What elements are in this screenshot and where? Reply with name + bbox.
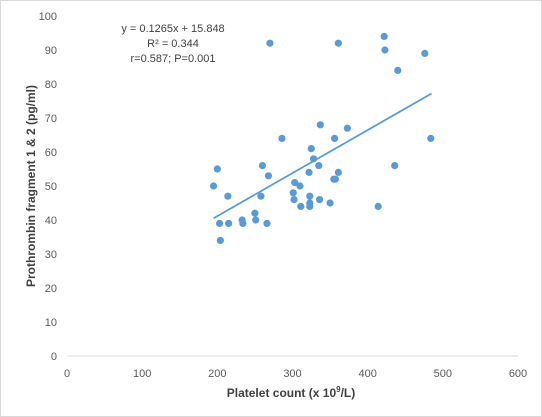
y-tick-label: 70: [45, 113, 57, 125]
data-point: [263, 219, 271, 227]
y-tick-label: 20: [45, 283, 57, 295]
data-point: [257, 192, 265, 200]
x-tick-label: 300: [283, 368, 301, 380]
data-point: [330, 134, 339, 142]
data-point: [297, 202, 305, 210]
y-tick-label: 100: [39, 11, 57, 23]
data-point: [215, 219, 224, 227]
data-point: [315, 162, 323, 170]
x-tick-label: 500: [434, 368, 452, 380]
data-point: [331, 175, 339, 183]
y-axis-title: Prothrombin fragment 1 & 2 (pg/ml): [24, 85, 38, 287]
data-point: [209, 182, 218, 190]
data-point: [224, 192, 232, 200]
data-point: [266, 39, 274, 47]
data-point: [289, 189, 297, 197]
data-point: [380, 32, 388, 40]
x-tick-label: 0: [64, 368, 70, 380]
y-tick-label: 10: [45, 317, 57, 329]
data-point: [252, 216, 260, 224]
data-point: [278, 134, 286, 142]
y-tick-label: 60: [45, 147, 57, 159]
y-tick-label: 90: [45, 45, 57, 57]
data-point: [225, 219, 233, 227]
data-points: [209, 32, 435, 244]
data-point: [427, 134, 435, 142]
data-point: [213, 165, 221, 173]
y-tick-label: 80: [45, 79, 57, 91]
data-point: [251, 209, 259, 217]
x-tick-label: 100: [133, 368, 151, 380]
data-point: [306, 192, 314, 200]
y-tick-label: 40: [45, 215, 57, 227]
data-point: [421, 49, 429, 58]
data-point: [296, 182, 304, 190]
r-squared-label: R² = 0.344: [147, 38, 199, 50]
data-point: [316, 121, 324, 129]
data-point: [306, 202, 314, 210]
y-axis-ticks: 0 10 20 30 40 50 60 70 80 90 100: [39, 11, 57, 363]
stats-label: r=0.587; P=0.001: [130, 53, 215, 65]
data-point: [326, 199, 334, 207]
data-point: [391, 162, 399, 170]
data-point: [264, 172, 273, 180]
trendline: [213, 92, 433, 220]
data-point: [307, 145, 315, 153]
y-tick-label: 50: [45, 181, 57, 193]
data-point: [291, 179, 299, 187]
y-tick-label: 30: [45, 249, 57, 261]
x-axis-title-main: Platelet count (x 10: [227, 386, 337, 400]
y-tick-label: 0: [51, 351, 57, 363]
x-tick-label: 600: [509, 368, 527, 380]
data-point: [290, 196, 298, 204]
x-axis-title-suffix: /L): [341, 386, 356, 400]
data-point: [305, 168, 313, 176]
equation-label: y = 0.1265x + 15.848: [121, 23, 224, 35]
data-point: [315, 196, 324, 204]
data-point: [258, 162, 267, 170]
x-axis-title: Platelet count (x 109/L): [227, 385, 356, 400]
data-point: [374, 202, 382, 210]
data-point: [334, 168, 342, 176]
data-point: [381, 46, 389, 54]
data-point: [334, 39, 342, 47]
x-axis-title-sup: 9: [336, 385, 341, 394]
data-point: [343, 124, 351, 132]
data-point: [239, 219, 247, 227]
x-axis-ticks: 0 100 200 300 400 500 600: [64, 368, 527, 380]
data-point: [216, 236, 224, 244]
data-point: [394, 66, 402, 74]
x-tick-label: 400: [358, 368, 376, 380]
x-tick-label: 200: [208, 368, 226, 380]
